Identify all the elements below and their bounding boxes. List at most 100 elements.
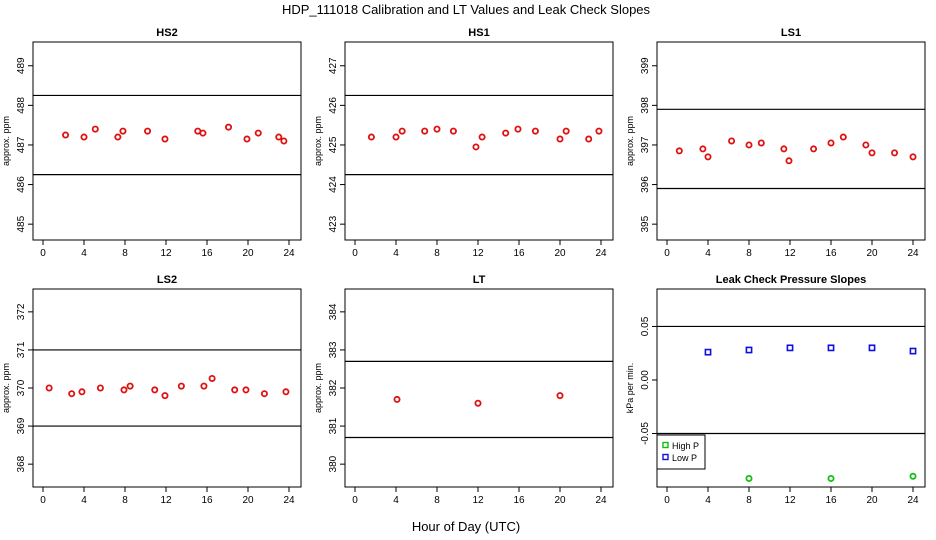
x-tick-label: 4 <box>705 495 711 506</box>
data-point <box>909 153 917 161</box>
y-axis-label: approx. ppm <box>625 116 635 166</box>
y-tick-label: -0.05 <box>640 422 651 445</box>
x-tick-label: 24 <box>283 248 295 259</box>
data-point <box>282 388 290 396</box>
panel-5: Leak Check Pressure Slopes 0 4 8 12 16 20 24 -0.… <box>625 274 926 506</box>
data-point <box>45 384 53 392</box>
x-tick-label: 0 <box>664 495 670 506</box>
data-point <box>78 388 86 396</box>
data-point <box>757 139 765 147</box>
legend-label: High P <box>672 441 699 451</box>
panel-title: LT <box>473 274 486 286</box>
data-point <box>433 125 441 133</box>
x-tick-label: 4 <box>705 248 711 259</box>
x-tick-label: 12 <box>784 248 796 259</box>
data-point <box>699 145 707 153</box>
y-tick-label: 380 <box>328 455 339 472</box>
y-tick-label: 487 <box>16 136 27 153</box>
y-tick-label: 0.05 <box>640 316 651 336</box>
y-tick-label: 369 <box>16 417 27 434</box>
y-tick-label: 371 <box>16 341 27 358</box>
x-tick-label: 20 <box>866 495 878 506</box>
data-point <box>62 131 70 139</box>
x-tick-label: 20 <box>242 248 254 259</box>
y-tick-label: 424 <box>328 176 339 193</box>
data-point <box>728 137 736 145</box>
y-tick-label: 383 <box>328 341 339 358</box>
y-tick-label: 425 <box>328 136 339 153</box>
data-point <box>119 127 127 135</box>
data-point <box>675 147 683 155</box>
data-point <box>745 346 753 354</box>
data-point <box>68 390 76 398</box>
data-point <box>199 129 207 137</box>
data-point <box>200 382 208 390</box>
data-point <box>114 133 122 141</box>
data-point <box>231 386 239 394</box>
legend-label: Low P <box>672 453 697 463</box>
plot-frame <box>32 41 302 241</box>
plot-frame <box>656 288 926 488</box>
x-tick-label: 8 <box>434 248 440 259</box>
legend-box <box>656 434 706 470</box>
x-tick-label: 24 <box>907 248 919 259</box>
x-tick-label: 0 <box>40 248 46 259</box>
y-tick-label: 489 <box>16 57 27 74</box>
panel-2: LS1 0 4 8 12 16 20 24 395 396 397 398 399 approx. ppm <box>625 27 926 259</box>
data-point <box>367 133 375 141</box>
data-point <box>161 135 169 143</box>
panel-3: LS2 0 4 8 12 16 20 24 368 369 370 371 372 approx. ppm <box>1 274 302 506</box>
panel-title: LS1 <box>781 27 801 39</box>
y-tick-label: 368 <box>16 455 27 472</box>
data-point <box>177 382 185 390</box>
data-point <box>151 386 159 394</box>
data-point <box>474 399 482 407</box>
x-tick-label: 24 <box>595 248 607 259</box>
panel-title: HS2 <box>156 27 177 39</box>
y-tick-label: 396 <box>640 176 651 193</box>
x-tick-label: 16 <box>513 248 525 259</box>
data-point <box>421 127 429 135</box>
x-tick-label: 16 <box>201 495 213 506</box>
data-point <box>275 133 283 141</box>
x-tick-label: 4 <box>393 495 399 506</box>
legend-swatch <box>662 441 669 449</box>
data-point <box>909 347 917 355</box>
x-tick-label: 16 <box>201 248 213 259</box>
data-point <box>393 395 401 403</box>
x-tick-label: 8 <box>122 495 128 506</box>
plot-frame <box>656 41 926 241</box>
x-tick-label: 0 <box>352 248 358 259</box>
data-point <box>562 127 570 135</box>
x-tick-label: 8 <box>434 495 440 506</box>
y-tick-label: 370 <box>16 379 27 396</box>
x-tick-label: 12 <box>160 248 172 259</box>
x-tick-label: 16 <box>825 248 837 259</box>
x-tick-label: 4 <box>393 248 399 259</box>
panel-title: HS1 <box>468 27 489 39</box>
data-point <box>839 133 847 141</box>
plot-frame <box>32 288 302 488</box>
x-tick-label: 20 <box>554 495 566 506</box>
data-point <box>595 127 603 135</box>
data-point <box>225 123 233 131</box>
data-point <box>780 145 788 153</box>
data-point <box>472 143 480 151</box>
y-axis-label: approx. ppm <box>313 116 323 166</box>
data-point <box>868 149 876 157</box>
y-tick-label: 384 <box>328 303 339 320</box>
data-point <box>827 139 835 147</box>
panel-title: LS2 <box>157 274 177 286</box>
data-point <box>585 135 593 143</box>
data-point <box>785 157 793 165</box>
x-tick-label: 20 <box>242 495 254 506</box>
y-tick-label: 486 <box>16 176 27 193</box>
data-point <box>514 125 522 133</box>
x-tick-label: 8 <box>746 495 752 506</box>
data-point <box>868 344 876 352</box>
plot-frame <box>344 288 614 488</box>
legend-swatch <box>662 453 669 461</box>
data-point <box>242 386 250 394</box>
data-point <box>91 125 99 133</box>
data-point <box>704 153 712 161</box>
